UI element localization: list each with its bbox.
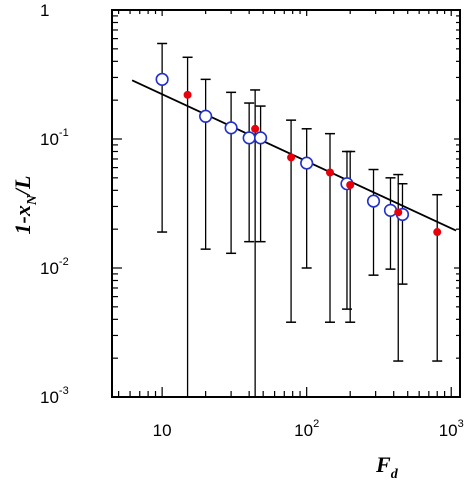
errorbar — [286, 119, 297, 323]
errorbar — [432, 193, 443, 362]
data-point-filled — [433, 228, 442, 237]
errorbar — [157, 42, 168, 233]
data-point-filled — [326, 168, 335, 177]
data-point-open — [224, 121, 238, 135]
y-tick-label: 10-1 — [40, 127, 69, 149]
data-point-open — [199, 109, 213, 123]
errorbar — [182, 56, 193, 397]
errorbar — [255, 105, 266, 243]
data-point-filled — [287, 153, 296, 162]
x-tick-label: 102 — [294, 418, 319, 440]
x-axis-title-base: F — [375, 452, 391, 477]
data-point-open — [254, 131, 268, 145]
x-axis-title: Fd — [375, 452, 399, 482]
errorbar — [301, 128, 312, 269]
data-point-open — [383, 203, 398, 217]
x-tick-label: 103 — [439, 418, 464, 440]
y-tick-label: 1 — [40, 1, 49, 20]
errorbar — [244, 102, 255, 243]
errorbar-layer — [157, 42, 443, 397]
data-point-filled — [346, 180, 355, 189]
y-axis-title-main: 1-x — [10, 205, 35, 234]
errorbar — [226, 91, 237, 255]
data-point-open — [300, 156, 314, 170]
y-tick-label: 10-2 — [40, 256, 69, 278]
data-point-filled — [394, 208, 403, 217]
tick-label-layer: 10 102 103 1 10-1 10-2 10-3 — [40, 1, 464, 440]
y-axis-title: 1-xN/L — [10, 175, 40, 234]
errorbar — [393, 173, 404, 362]
errorbar — [368, 168, 379, 276]
errorbar — [200, 78, 211, 250]
y-tick-label: 10-3 — [40, 385, 69, 407]
y-axis-title-tail: /L — [10, 175, 35, 197]
y-axis-title-sub: N — [25, 194, 40, 206]
plot-frame — [111, 9, 461, 398]
x-axis-title-sub: d — [391, 467, 399, 482]
errorbar — [325, 132, 336, 323]
errorbar — [385, 177, 396, 270]
tick-layer — [112, 9, 460, 398]
data-point-open — [155, 72, 169, 86]
data-point-filled — [251, 124, 260, 133]
errorbar — [397, 182, 408, 285]
x-tick-label: 10 — [153, 421, 172, 440]
data-point-layer — [155, 72, 442, 237]
data-point-filled — [183, 90, 192, 99]
data-point-open — [366, 194, 381, 208]
data-point-open — [242, 131, 256, 145]
